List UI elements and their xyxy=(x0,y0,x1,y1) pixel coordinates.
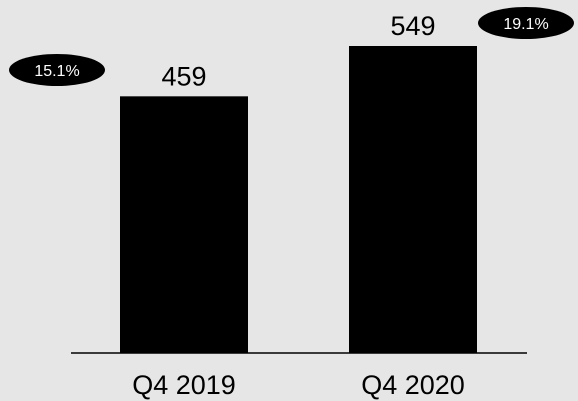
category-tick-label: Q4 2020 xyxy=(361,370,465,400)
category-tick-label: Q4 2019 xyxy=(132,370,236,400)
bars-group xyxy=(120,46,477,353)
percent-badge xyxy=(478,7,574,39)
bar-value-label: 549 xyxy=(390,11,435,41)
bar-q4-2019 xyxy=(120,96,248,353)
bar-q4-2020 xyxy=(349,46,477,353)
bar-value-label: 459 xyxy=(161,61,206,91)
percent-badge-label: 15.1% xyxy=(34,63,79,80)
percent-badge-label: 19.1% xyxy=(503,16,548,33)
labels-group: 459 Q4 2019 15.1% 549 Q4 2020 19.1% xyxy=(9,7,574,400)
percent-badge xyxy=(9,54,105,86)
